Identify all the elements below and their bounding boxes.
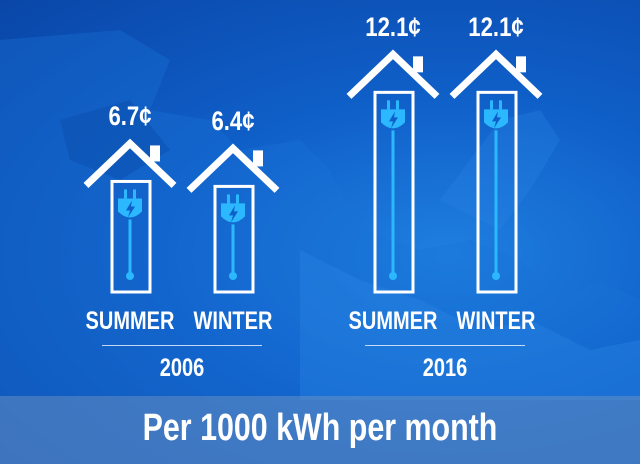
house-body-bar (213, 184, 255, 294)
season-label: SUMMER (348, 307, 438, 335)
cord-end-mark (229, 272, 237, 280)
plug-icon (221, 194, 245, 280)
cord-end-mark (492, 272, 500, 280)
footer-band (0, 396, 640, 464)
bar-house-2016-summer (346, 49, 440, 294)
footer-label: Per 1000 kWh per month (142, 407, 498, 449)
roof-mark (449, 49, 543, 99)
year-label: 2016 (422, 354, 467, 382)
house-body-bar (110, 179, 152, 294)
cord-end-mark (389, 272, 397, 280)
bar-house-2006-winter (186, 143, 280, 294)
value-label: 6.4¢ (211, 106, 255, 137)
bar-house-2006-summer (83, 138, 177, 294)
year-divider (364, 345, 525, 346)
value-label: 6.7¢ (108, 101, 152, 132)
value-label: 12.1¢ (468, 12, 524, 43)
chimney-mark (253, 150, 263, 167)
house-body-bar (373, 90, 415, 294)
value-label: 12.1¢ (365, 12, 421, 43)
year-divider (101, 345, 262, 346)
season-label: SUMMER (85, 307, 175, 335)
roof-mark (83, 138, 177, 188)
plug-icon (118, 189, 142, 280)
house-body-bar (476, 90, 518, 294)
roof-mark (186, 143, 280, 193)
chimney-mark (150, 145, 160, 162)
year-label: 2006 (159, 354, 204, 382)
cord-end-mark (126, 272, 134, 280)
roof-mark (346, 49, 440, 99)
season-label: WINTER (193, 307, 273, 335)
plug-icon (484, 100, 508, 280)
plug-icon (381, 100, 405, 280)
season-label: WINTER (456, 307, 536, 335)
bar-house-2016-winter (449, 49, 543, 294)
chimney-mark (516, 56, 526, 73)
chimney-mark (413, 56, 423, 73)
